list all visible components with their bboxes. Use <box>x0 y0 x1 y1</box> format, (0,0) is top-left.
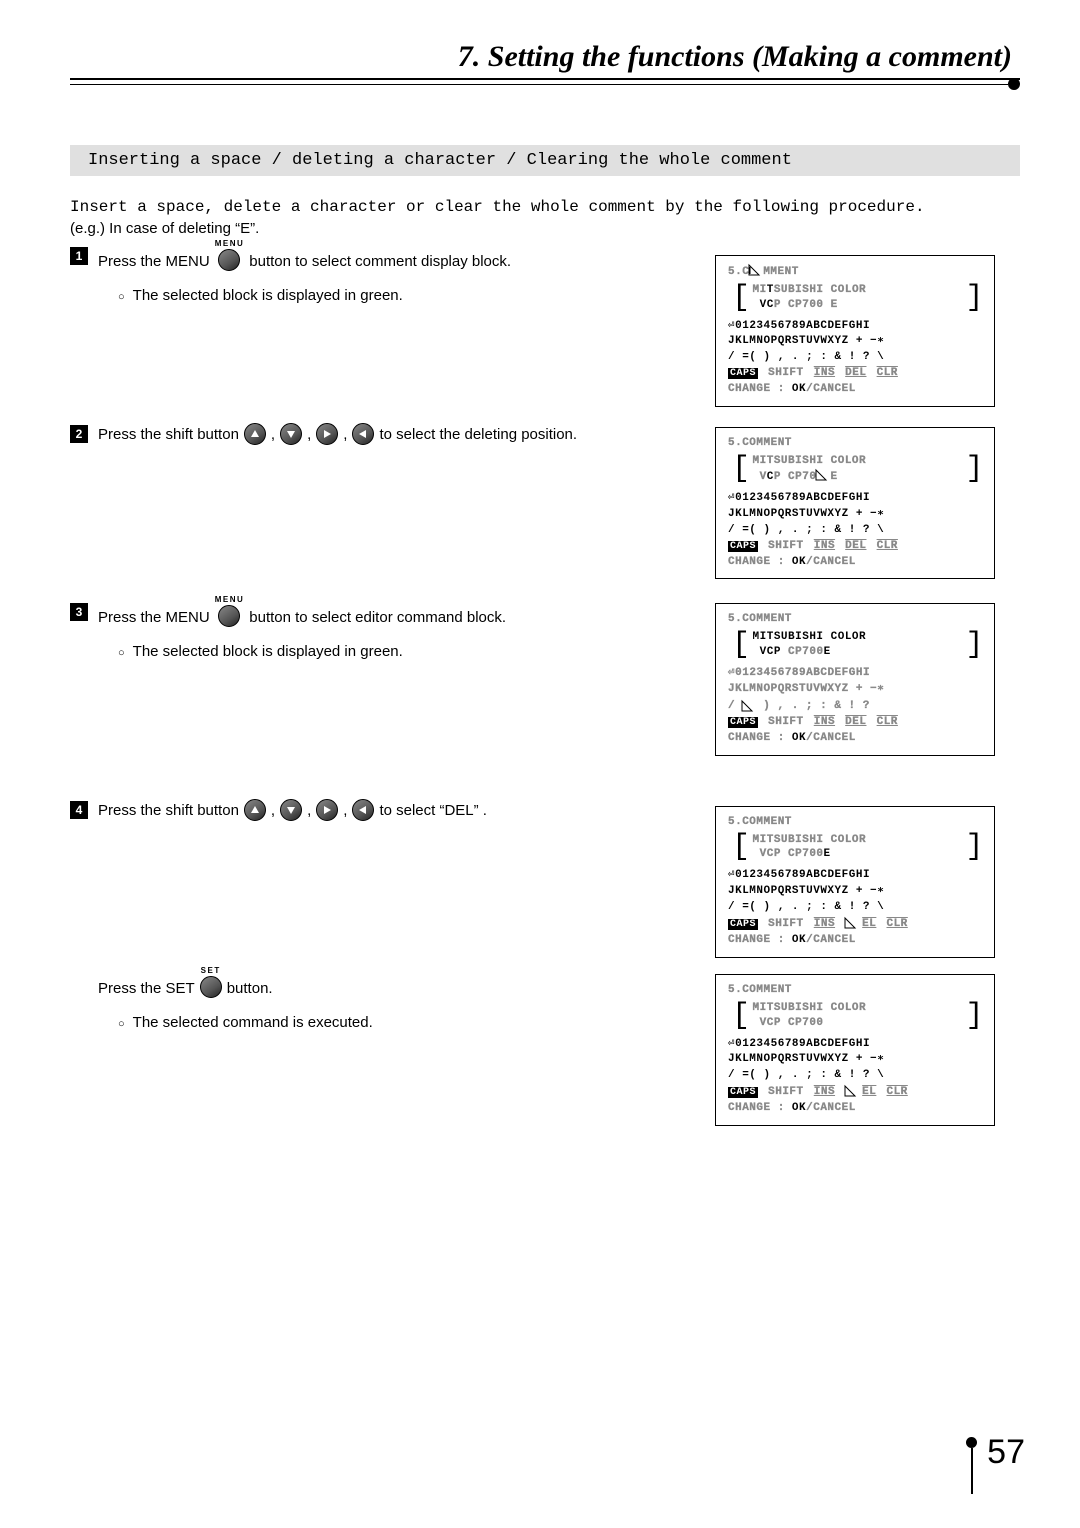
screen-step-1: 5.CMMENT [ MITSUBISHI COLOR VCP CP700 E … <box>715 255 995 407</box>
page-footer: 57 <box>966 1433 1025 1494</box>
bullet-icon: ○ <box>118 1018 125 1035</box>
down-arrow-icon <box>280 799 302 821</box>
set-button: SET <box>200 966 222 998</box>
up-arrow-icon <box>244 423 266 445</box>
chapter-title: 7. Setting the functions (Making a comme… <box>70 40 1020 74</box>
step-text: button to select comment display block. <box>249 253 511 270</box>
right-arrow-icon <box>316 799 338 821</box>
step-1: 1 Press the MENU MENU button to select c… <box>70 245 685 304</box>
intro-text: Insert a space, delete a character or cl… <box>70 198 1020 216</box>
bullet-icon: ○ <box>118 647 125 664</box>
screen-step-4: 5.COMMENT [ MITSUBISHI COLOR VCP CP700E … <box>715 806 995 958</box>
step-number: 4 <box>70 801 88 819</box>
screen-step-5: 5.COMMENT [ MITSUBISHI COLOR VCP CP700 ]… <box>715 974 995 1126</box>
right-arrow-icon <box>316 423 338 445</box>
footer-line-icon <box>971 1448 973 1494</box>
step-text: Press the shift button <box>98 426 239 443</box>
step-text: button to select editor command block. <box>249 609 506 626</box>
step-text: Press the shift button <box>98 802 239 819</box>
steps-column: 1 Press the MENU MENU button to select c… <box>70 245 685 1126</box>
menu-button-label: MENU <box>215 239 245 248</box>
step-text: Press the MENU <box>98 253 210 270</box>
section-heading: Inserting a space / deleting a character… <box>70 145 1020 176</box>
left-arrow-icon <box>352 423 374 445</box>
screen-title: 5.COMMENT <box>728 815 984 831</box>
footer-dot-icon <box>966 1437 977 1448</box>
chapter-header: 7. Setting the functions (Making a comme… <box>70 40 1020 90</box>
set-button-label: SET <box>201 966 221 975</box>
step-2: 2 Press the shift button , , , to select… <box>70 423 685 445</box>
screen-title: 5.COMMENT <box>728 436 984 452</box>
menu-button-icon <box>218 605 240 627</box>
page-number: 57 <box>987 1433 1025 1472</box>
screen-step-2: 5.COMMENT [ MITSUBISHI COLOR VCP CP70E ]… <box>715 427 995 579</box>
set-button-icon <box>200 976 222 998</box>
menu-button-label: MENU <box>215 595 245 604</box>
step-text: to select the deleting position. <box>379 426 577 443</box>
step-text: button. <box>227 980 273 997</box>
step-4: 4 Press the shift button , , , to select… <box>70 799 685 821</box>
down-arrow-icon <box>280 423 302 445</box>
menu-button-icon <box>218 249 240 271</box>
screen-title: 5.CMMENT <box>728 264 984 281</box>
step-subtext: ○ The selected command is executed. <box>118 1014 685 1031</box>
step-text: Press the MENU <box>98 609 210 626</box>
screen-title: 5.COMMENT <box>728 612 984 628</box>
menu-button: MENU <box>215 595 245 627</box>
step-subtext: ○ The selected block is displayed in gre… <box>118 287 685 304</box>
step-number: 3 <box>70 603 88 621</box>
example-text: (e.g.) In case of deleting “E”. <box>70 220 1020 237</box>
step-3: 3 Press the MENU MENU button to select e… <box>70 601 685 660</box>
step-number: 1 <box>70 247 88 265</box>
up-arrow-icon <box>244 799 266 821</box>
screens-column: 5.CMMENT [ MITSUBISHI COLOR VCP CP700 E … <box>715 245 1020 1126</box>
step-5: Press the SET SET button. ○ The selected… <box>70 972 685 1031</box>
step-text: Press the SET <box>98 980 195 997</box>
screen-title: 5.COMMENT <box>728 983 984 999</box>
header-rule <box>70 76 1020 90</box>
step-text: to select “DEL” . <box>379 802 487 819</box>
screen-step-3: 5.COMMENT [ MITSUBISHI COLOR VCP CP700E … <box>715 603 995 755</box>
step-subtext: ○ The selected block is displayed in gre… <box>118 643 685 660</box>
menu-button: MENU <box>215 239 245 271</box>
left-arrow-icon <box>352 799 374 821</box>
step-number: 2 <box>70 425 88 443</box>
bullet-icon: ○ <box>118 291 125 308</box>
